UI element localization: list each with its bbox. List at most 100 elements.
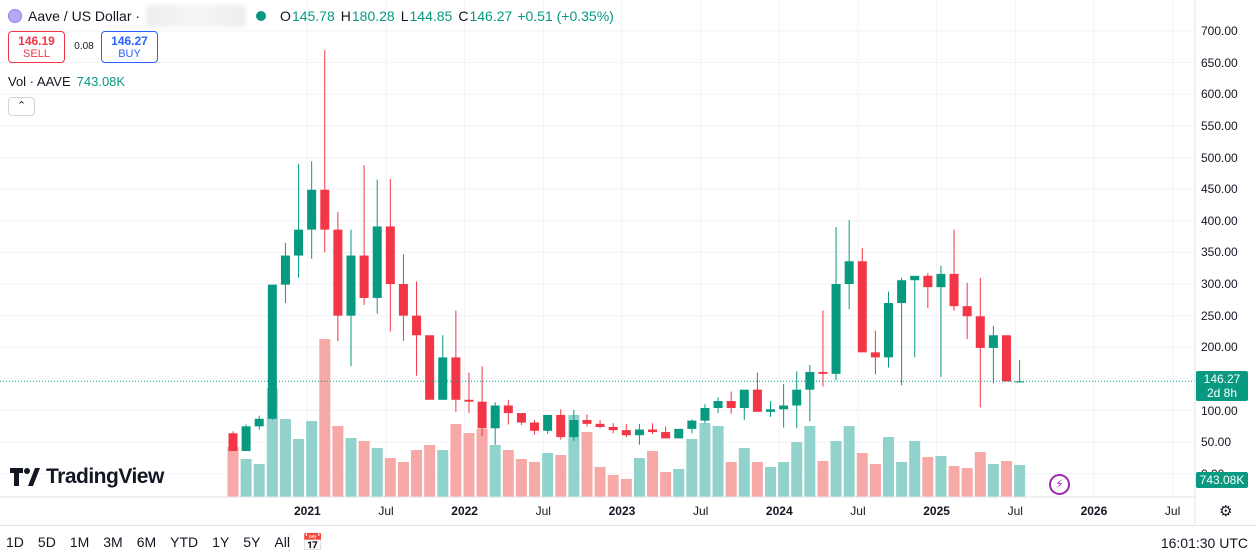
price-tick-label: 600.00 [1201,87,1238,102]
volume-bar [673,469,685,497]
time-tick-label: 2022 [451,504,478,518]
range-button-5d[interactable]: 5D [37,534,56,550]
market-open-icon [256,11,267,21]
volume-bar [856,453,868,497]
close-value: 146.27 [469,8,513,24]
utc-clock[interactable]: 16:01:30 UTC [1160,535,1248,551]
volume-bar [253,464,265,497]
price-tick-label: 450.00 [1201,182,1238,197]
candle-body [897,280,907,303]
range-button-5y[interactable]: 5Y [243,534,261,550]
candle-body [1015,381,1025,383]
symbol-legend: Aave / US Dollar · O 145.78 H 180.28 L 1… [8,5,614,27]
candle-body [254,418,264,427]
volume-bar [437,450,449,497]
candle-body [412,315,422,336]
volume-bar [411,450,423,497]
price-tick-label: 50.00 [1201,435,1232,450]
candle-body [661,432,671,439]
volume-bar [751,462,763,497]
sell-button[interactable]: 146.19 SELL [8,31,65,63]
candle-body [595,423,605,427]
gear-icon[interactable]: ⚙ [1219,503,1233,520]
candle-body [464,399,474,402]
symbol-title[interactable]: Aave / US Dollar · [28,8,141,24]
price-tick-label: 650.00 [1201,55,1238,70]
volume-label: Vol · AAVE [8,74,71,89]
range-button-1m[interactable]: 1M [69,534,90,550]
candle-body [333,229,343,316]
volume-bar [555,455,567,497]
candle-body [752,389,762,412]
buy-button[interactable]: 146.27 BUY [101,31,158,63]
calendar-icon[interactable]: 📅 [302,533,324,552]
time-tick-label: Jul [1164,504,1181,518]
tradingview-logo[interactable]: TradingView [10,463,164,491]
range-button-1y[interactable]: 1Y [212,534,230,550]
collapse-legend-button[interactable]: ⌃ [8,97,35,116]
price-chart[interactable] [0,0,1256,525]
time-tick-label: Jul [850,504,866,518]
volume-bar [1000,461,1012,497]
candle-body [503,405,513,414]
candle-body [674,428,684,439]
volume-bar [765,467,777,497]
candle-body [346,255,356,316]
candle-body [936,273,946,288]
volume-bar [581,432,593,497]
volume-bar [620,479,632,497]
volume-bar [935,456,947,497]
price-tick-label: 500.00 [1201,150,1238,165]
candle-body [805,371,815,390]
candle-body [320,189,330,230]
range-button-3m[interactable]: 3M [103,534,123,550]
volume-bar [1014,465,1026,497]
volume-bar [738,448,750,497]
candle-body [831,284,841,374]
volume-bar [869,464,881,497]
range-button-all[interactable]: All [274,534,290,550]
volume-legend[interactable]: Vol · AAVE 743.08K [8,74,125,89]
sell-label: SELL [23,48,50,60]
volume-bar [384,458,396,497]
candle-body [700,408,710,421]
candle-body [451,357,461,400]
tradingview-wordmark: TradingView [46,465,164,488]
candle-body [385,226,395,285]
candle-body [307,189,317,230]
time-tick-label: 2023 [608,504,636,518]
range-button-1d[interactable]: 1D [6,534,24,550]
candle-body [372,226,382,298]
candle-body [792,389,802,406]
candle-body [438,357,448,400]
volume-bar [397,462,409,497]
candle-body [687,420,697,429]
volume-bar [974,452,986,497]
candle-body [556,414,566,438]
candle-body [530,422,540,431]
volume-bar [306,421,318,497]
volume-tag: 743.08K [1196,472,1248,488]
candle-body [739,389,749,409]
candle-body [779,405,789,410]
volume-bar [909,441,921,497]
volume-bar [594,467,606,497]
volume-bar [647,451,659,497]
candle-body [280,255,290,285]
volume-bar [660,472,672,497]
candle-body [228,433,238,452]
range-button-ytd[interactable]: YTD [170,534,199,550]
candle-body [608,426,618,431]
volume-bar [896,462,908,497]
time-tick-label: 2024 [765,504,793,518]
volume-bars [227,339,1026,497]
open-label: O [280,8,291,24]
price-tick-label: 100.00 [1201,403,1238,418]
candle-body [1001,335,1011,382]
chart-grid [0,0,1195,497]
price-tick-label: 300.00 [1201,277,1238,292]
buy-price: 146.27 [111,34,148,48]
lightning-icon[interactable]: ⚡ [1049,474,1070,495]
range-button-6m[interactable]: 6M [136,534,157,550]
candle-body [359,255,369,298]
